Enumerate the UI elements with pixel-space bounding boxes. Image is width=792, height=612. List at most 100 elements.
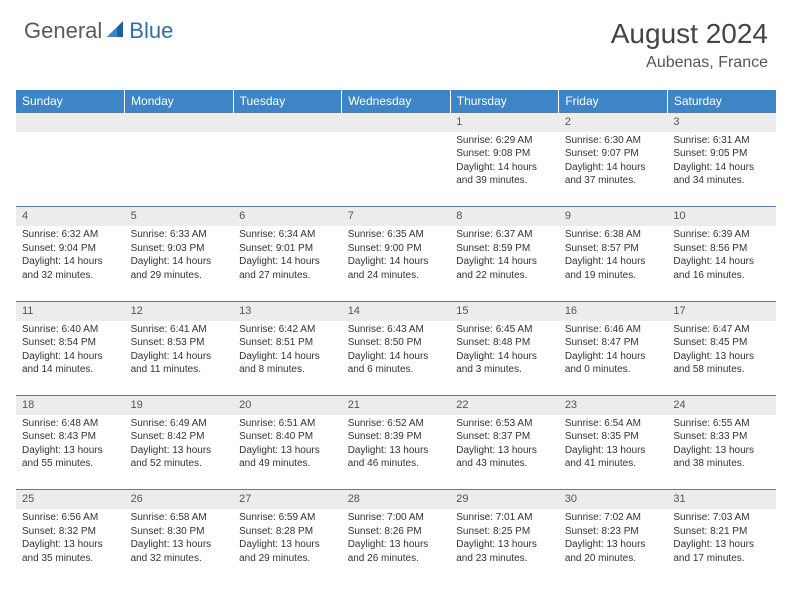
day-number-cell: 17	[667, 301, 776, 320]
sunset-line: Sunset: 9:03 PM	[131, 242, 228, 256]
sunrise-line: Sunrise: 6:37 AM	[456, 228, 553, 242]
day-content-cell: Sunrise: 6:52 AMSunset: 8:39 PMDaylight:…	[342, 415, 451, 487]
daylight-line: Daylight: 14 hours and 32 minutes.	[22, 255, 119, 282]
sunset-line: Sunset: 8:45 PM	[673, 336, 770, 350]
day-number-cell: 27	[233, 490, 342, 509]
header: General Blue August 2024 Aubenas, France	[0, 0, 792, 80]
sunrise-line: Sunrise: 6:42 AM	[239, 323, 336, 337]
day-content-row: Sunrise: 6:29 AMSunset: 9:08 PMDaylight:…	[16, 132, 776, 204]
day-content-cell: Sunrise: 6:37 AMSunset: 8:59 PMDaylight:…	[450, 226, 559, 298]
day-content-row: Sunrise: 6:40 AMSunset: 8:54 PMDaylight:…	[16, 321, 776, 393]
day-content-row: Sunrise: 6:48 AMSunset: 8:43 PMDaylight:…	[16, 415, 776, 487]
sunrise-line: Sunrise: 7:02 AM	[565, 511, 662, 525]
day-number-cell: 18	[16, 396, 125, 415]
daylight-line: Daylight: 14 hours and 3 minutes.	[456, 350, 553, 377]
sunset-line: Sunset: 9:01 PM	[239, 242, 336, 256]
logo-sail-icon	[105, 19, 125, 44]
sunrise-line: Sunrise: 6:52 AM	[348, 417, 445, 431]
daylight-line: Daylight: 14 hours and 22 minutes.	[456, 255, 553, 282]
sunset-line: Sunset: 8:39 PM	[348, 430, 445, 444]
day-content-cell: Sunrise: 7:03 AMSunset: 8:21 PMDaylight:…	[667, 509, 776, 581]
sunset-line: Sunset: 9:05 PM	[673, 147, 770, 161]
day-number-row: 123	[16, 113, 776, 132]
sunset-line: Sunset: 8:57 PM	[565, 242, 662, 256]
day-content-cell: Sunrise: 7:00 AMSunset: 8:26 PMDaylight:…	[342, 509, 451, 581]
day-number-cell: 8	[450, 207, 559, 226]
daylight-line: Daylight: 14 hours and 29 minutes.	[131, 255, 228, 282]
day-number-cell: 10	[667, 207, 776, 226]
daylight-line: Daylight: 14 hours and 39 minutes.	[456, 161, 553, 188]
day-content-cell: Sunrise: 6:29 AMSunset: 9:08 PMDaylight:…	[450, 132, 559, 204]
sunset-line: Sunset: 9:04 PM	[22, 242, 119, 256]
sunrise-line: Sunrise: 7:01 AM	[456, 511, 553, 525]
daylight-line: Daylight: 14 hours and 19 minutes.	[565, 255, 662, 282]
sunrise-line: Sunrise: 6:49 AM	[131, 417, 228, 431]
daylight-line: Daylight: 13 hours and 32 minutes.	[131, 538, 228, 565]
sunrise-line: Sunrise: 6:45 AM	[456, 323, 553, 337]
day-number-row: 45678910	[16, 207, 776, 226]
day-number-cell: 30	[559, 490, 668, 509]
day-content-cell: Sunrise: 6:59 AMSunset: 8:28 PMDaylight:…	[233, 509, 342, 581]
sunrise-line: Sunrise: 6:32 AM	[22, 228, 119, 242]
day-number-cell: 3	[667, 113, 776, 132]
day-content-cell: Sunrise: 6:32 AMSunset: 9:04 PMDaylight:…	[16, 226, 125, 298]
daylight-line: Daylight: 13 hours and 35 minutes.	[22, 538, 119, 565]
weekday-header: Monday	[125, 90, 234, 113]
sunrise-line: Sunrise: 6:29 AM	[456, 134, 553, 148]
daylight-line: Daylight: 13 hours and 41 minutes.	[565, 444, 662, 471]
sunrise-line: Sunrise: 6:43 AM	[348, 323, 445, 337]
day-content-cell: Sunrise: 6:43 AMSunset: 8:50 PMDaylight:…	[342, 321, 451, 393]
sunset-line: Sunset: 8:59 PM	[456, 242, 553, 256]
day-content-cell: Sunrise: 6:56 AMSunset: 8:32 PMDaylight:…	[16, 509, 125, 581]
day-content-cell: Sunrise: 6:38 AMSunset: 8:57 PMDaylight:…	[559, 226, 668, 298]
sunset-line: Sunset: 8:54 PM	[22, 336, 119, 350]
day-content-cell: Sunrise: 6:54 AMSunset: 8:35 PMDaylight:…	[559, 415, 668, 487]
day-number-cell	[342, 113, 451, 132]
day-content-cell: Sunrise: 6:49 AMSunset: 8:42 PMDaylight:…	[125, 415, 234, 487]
sunset-line: Sunset: 8:35 PM	[565, 430, 662, 444]
daylight-line: Daylight: 13 hours and 49 minutes.	[239, 444, 336, 471]
day-content-cell: Sunrise: 6:42 AMSunset: 8:51 PMDaylight:…	[233, 321, 342, 393]
sunrise-line: Sunrise: 6:53 AM	[456, 417, 553, 431]
day-number-cell: 24	[667, 396, 776, 415]
daylight-line: Daylight: 14 hours and 24 minutes.	[348, 255, 445, 282]
day-number-cell: 11	[16, 301, 125, 320]
day-content-cell	[16, 132, 125, 204]
day-number-cell: 16	[559, 301, 668, 320]
daylight-line: Daylight: 13 hours and 46 minutes.	[348, 444, 445, 471]
sunrise-line: Sunrise: 6:54 AM	[565, 417, 662, 431]
daylight-line: Daylight: 14 hours and 8 minutes.	[239, 350, 336, 377]
daylight-line: Daylight: 14 hours and 6 minutes.	[348, 350, 445, 377]
sunrise-line: Sunrise: 7:00 AM	[348, 511, 445, 525]
weekday-header: Sunday	[16, 90, 125, 113]
daylight-line: Daylight: 13 hours and 20 minutes.	[565, 538, 662, 565]
day-content-cell: Sunrise: 7:01 AMSunset: 8:25 PMDaylight:…	[450, 509, 559, 581]
month-title: August 2024	[611, 18, 768, 50]
day-content-cell: Sunrise: 7:02 AMSunset: 8:23 PMDaylight:…	[559, 509, 668, 581]
sunrise-line: Sunrise: 6:33 AM	[131, 228, 228, 242]
day-number-cell: 6	[233, 207, 342, 226]
sunset-line: Sunset: 8:43 PM	[22, 430, 119, 444]
day-number-cell: 13	[233, 301, 342, 320]
daylight-line: Daylight: 13 hours and 55 minutes.	[22, 444, 119, 471]
calendar-table: SundayMondayTuesdayWednesdayThursdayFrid…	[16, 90, 776, 584]
sunset-line: Sunset: 8:47 PM	[565, 336, 662, 350]
day-number-cell	[16, 113, 125, 132]
sunset-line: Sunset: 8:25 PM	[456, 525, 553, 539]
sunrise-line: Sunrise: 6:51 AM	[239, 417, 336, 431]
day-number-cell: 23	[559, 396, 668, 415]
day-number-cell: 15	[450, 301, 559, 320]
day-number-cell: 12	[125, 301, 234, 320]
daylight-line: Daylight: 14 hours and 37 minutes.	[565, 161, 662, 188]
sunset-line: Sunset: 8:37 PM	[456, 430, 553, 444]
title-block: August 2024 Aubenas, France	[611, 18, 768, 72]
sunrise-line: Sunrise: 6:35 AM	[348, 228, 445, 242]
day-number-cell: 5	[125, 207, 234, 226]
day-number-cell	[233, 113, 342, 132]
day-content-cell: Sunrise: 6:40 AMSunset: 8:54 PMDaylight:…	[16, 321, 125, 393]
sunrise-line: Sunrise: 6:38 AM	[565, 228, 662, 242]
day-content-cell: Sunrise: 6:47 AMSunset: 8:45 PMDaylight:…	[667, 321, 776, 393]
day-content-cell: Sunrise: 6:35 AMSunset: 9:00 PMDaylight:…	[342, 226, 451, 298]
sunrise-line: Sunrise: 6:58 AM	[131, 511, 228, 525]
day-content-cell: Sunrise: 6:45 AMSunset: 8:48 PMDaylight:…	[450, 321, 559, 393]
